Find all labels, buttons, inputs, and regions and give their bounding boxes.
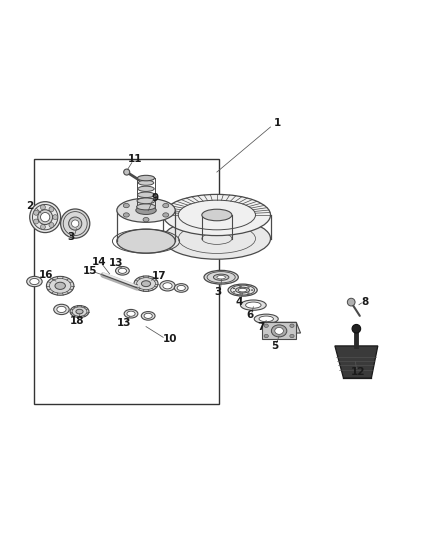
Text: 12: 12 <box>351 367 366 377</box>
Ellipse shape <box>117 198 175 222</box>
Ellipse shape <box>352 325 360 333</box>
Ellipse shape <box>53 215 58 220</box>
Ellipse shape <box>137 204 155 210</box>
Ellipse shape <box>118 268 127 273</box>
Text: 10: 10 <box>162 335 177 344</box>
Ellipse shape <box>143 217 149 222</box>
Ellipse shape <box>347 298 355 306</box>
Ellipse shape <box>163 195 271 236</box>
Ellipse shape <box>40 205 46 210</box>
Ellipse shape <box>49 207 54 212</box>
Ellipse shape <box>264 324 268 327</box>
Ellipse shape <box>254 314 278 324</box>
Ellipse shape <box>40 224 46 229</box>
Text: 14: 14 <box>92 257 106 267</box>
Ellipse shape <box>70 305 89 318</box>
Ellipse shape <box>290 324 294 327</box>
Ellipse shape <box>55 282 65 289</box>
Polygon shape <box>335 346 378 378</box>
Ellipse shape <box>275 327 283 334</box>
Ellipse shape <box>136 206 156 214</box>
Ellipse shape <box>138 186 154 191</box>
Ellipse shape <box>124 213 129 217</box>
Ellipse shape <box>30 201 60 232</box>
Ellipse shape <box>38 209 53 224</box>
Ellipse shape <box>160 281 175 291</box>
Ellipse shape <box>117 229 175 253</box>
Ellipse shape <box>49 222 54 228</box>
Ellipse shape <box>233 288 235 289</box>
Ellipse shape <box>204 270 238 284</box>
Ellipse shape <box>163 204 169 208</box>
Text: 3: 3 <box>67 232 74 243</box>
Ellipse shape <box>236 287 250 293</box>
Ellipse shape <box>264 334 268 338</box>
Ellipse shape <box>76 309 83 314</box>
Ellipse shape <box>41 213 50 222</box>
Ellipse shape <box>240 286 241 287</box>
Ellipse shape <box>137 198 155 204</box>
Text: 1: 1 <box>273 118 281 128</box>
Ellipse shape <box>143 199 149 203</box>
Ellipse shape <box>138 180 154 185</box>
Ellipse shape <box>163 213 169 217</box>
Ellipse shape <box>141 281 151 287</box>
Text: 9: 9 <box>151 193 158 203</box>
Text: 11: 11 <box>128 154 142 164</box>
Ellipse shape <box>174 284 188 292</box>
Text: 15: 15 <box>83 266 98 276</box>
Ellipse shape <box>259 316 273 322</box>
Polygon shape <box>262 322 300 333</box>
Text: 5: 5 <box>271 341 279 351</box>
Text: 3: 3 <box>215 287 222 297</box>
Ellipse shape <box>213 274 229 280</box>
Polygon shape <box>262 322 296 340</box>
Ellipse shape <box>202 209 232 221</box>
Ellipse shape <box>163 218 271 259</box>
Ellipse shape <box>34 219 39 224</box>
Text: 18: 18 <box>70 317 85 326</box>
Ellipse shape <box>116 266 129 275</box>
Text: 8: 8 <box>361 297 368 306</box>
Ellipse shape <box>69 217 82 230</box>
Ellipse shape <box>138 192 155 198</box>
Ellipse shape <box>30 278 39 285</box>
Ellipse shape <box>238 288 247 292</box>
Ellipse shape <box>34 211 39 215</box>
Ellipse shape <box>54 304 69 314</box>
Ellipse shape <box>134 276 158 292</box>
Text: 17: 17 <box>152 271 166 281</box>
Ellipse shape <box>247 293 250 294</box>
Ellipse shape <box>144 313 152 318</box>
Ellipse shape <box>27 277 42 287</box>
Ellipse shape <box>60 209 90 238</box>
Text: 13: 13 <box>117 318 131 328</box>
Ellipse shape <box>290 334 294 338</box>
Text: 16: 16 <box>39 270 53 280</box>
Ellipse shape <box>246 302 261 308</box>
Text: 13: 13 <box>109 258 123 268</box>
Ellipse shape <box>127 311 135 316</box>
Text: 7: 7 <box>258 321 265 332</box>
Ellipse shape <box>57 306 66 312</box>
Ellipse shape <box>124 204 129 208</box>
Ellipse shape <box>272 325 287 337</box>
Ellipse shape <box>228 284 257 296</box>
Ellipse shape <box>177 285 185 290</box>
Ellipse shape <box>124 169 130 175</box>
Text: 2: 2 <box>27 201 34 212</box>
Ellipse shape <box>163 282 172 289</box>
Text: 4: 4 <box>236 297 243 306</box>
Ellipse shape <box>240 300 266 310</box>
Ellipse shape <box>71 220 79 227</box>
Ellipse shape <box>138 175 155 181</box>
Ellipse shape <box>46 277 74 295</box>
Ellipse shape <box>141 312 155 320</box>
Ellipse shape <box>217 276 226 279</box>
Ellipse shape <box>124 310 138 318</box>
Text: 6: 6 <box>247 310 254 320</box>
